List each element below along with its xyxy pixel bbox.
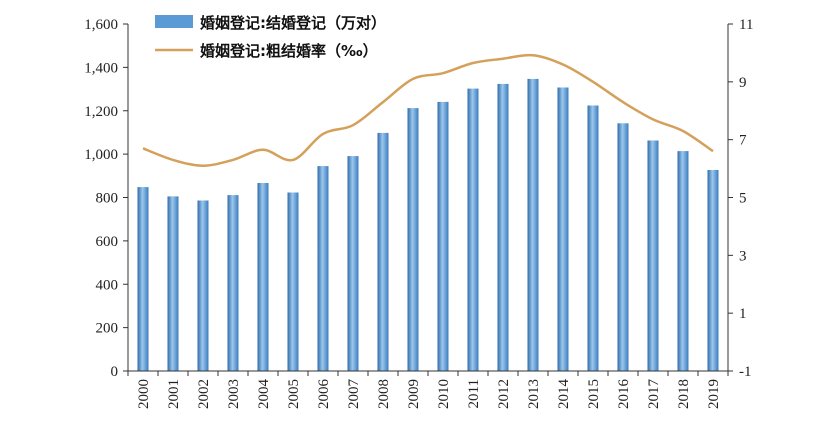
left-tick-label: 1,600: [84, 17, 118, 33]
bar-2005: [287, 192, 299, 371]
left-tick-label: 1,400: [84, 60, 118, 76]
line-series: [142, 53, 714, 167]
bar-2003: [227, 195, 239, 371]
x-tick-label: 2006: [316, 379, 332, 410]
bar-2002: [197, 200, 209, 371]
bar-2000: [137, 187, 149, 371]
bar-2016: [617, 123, 629, 371]
x-tick-label: 2008: [376, 379, 392, 409]
legend-label-bar: 婚姻登记:结婚登记（万对）: [200, 14, 386, 32]
left-tick-label: 600: [96, 234, 119, 250]
x-tick-label: 2001: [166, 379, 182, 409]
x-tick-label: 2005: [286, 379, 302, 409]
bar-2010: [437, 101, 449, 372]
left-tick-label: 1,000: [84, 147, 118, 163]
left-tick-label: 0: [111, 364, 119, 380]
bar-series: [137, 78, 719, 372]
bar-2019: [707, 170, 719, 371]
bar-2014: [557, 87, 569, 371]
x-tick-label: 2019: [706, 379, 722, 409]
x-tick-label: 2016: [616, 379, 632, 410]
legend-swatch-bar: [155, 15, 193, 28]
bar-2012: [497, 83, 509, 372]
right-tick-label: 11: [739, 17, 753, 33]
bar-2008: [377, 132, 389, 371]
x-tick-label: 2014: [556, 379, 572, 410]
x-tick-label: 2015: [586, 379, 602, 409]
x-tick-label: 2011: [466, 379, 482, 408]
right-tick-label: 9: [739, 75, 747, 91]
x-tick-label: 2003: [226, 379, 242, 409]
x-tick-label: 2010: [436, 379, 452, 409]
x-tick-label: 2018: [676, 379, 692, 409]
right-tick-label: 1: [739, 306, 747, 322]
left-tick-label: 800: [96, 191, 119, 207]
bar-2006: [317, 166, 329, 371]
x-tick-label: 2002: [196, 379, 212, 409]
line-marriage-rate: [142, 53, 714, 167]
bar-2007: [347, 156, 359, 371]
x-tick-label: 2004: [256, 379, 272, 410]
x-tick-label: 2007: [346, 379, 362, 410]
legend-label-line: 婚姻登记:粗结婚率（‰）: [200, 42, 378, 60]
left-tick-label: 200: [96, 321, 119, 337]
bar-2013: [527, 78, 539, 372]
right-tick-label: -1: [739, 364, 752, 380]
x-tick-label: 2017: [646, 379, 662, 410]
bar-2004: [257, 183, 269, 371]
x-tick-label: 2012: [496, 379, 512, 409]
bar-2015: [587, 105, 599, 371]
x-tick-label: 2009: [406, 379, 422, 409]
right-tick-label: 3: [739, 248, 747, 264]
x-tick-label: 2013: [526, 379, 542, 409]
legend: 婚姻登记:结婚登记（万对） 婚姻登记:粗结婚率（‰）: [155, 14, 386, 60]
axes: 0 200 400 600 800 1,000 1,200 1,400 1,600 -1 1 3 5 7 9…: [84, 17, 753, 409]
left-tick-label: 400: [96, 277, 119, 293]
right-tick-label: 7: [739, 133, 747, 149]
bar-2017: [647, 140, 659, 371]
right-tick-label: 5: [739, 191, 747, 207]
x-tick-label: 2000: [136, 379, 152, 409]
left-tick-label: 1,200: [84, 104, 118, 120]
bar-2009: [407, 108, 419, 371]
bar-2011: [467, 88, 479, 371]
bar-2018: [677, 151, 689, 371]
bar-2001: [167, 196, 179, 371]
